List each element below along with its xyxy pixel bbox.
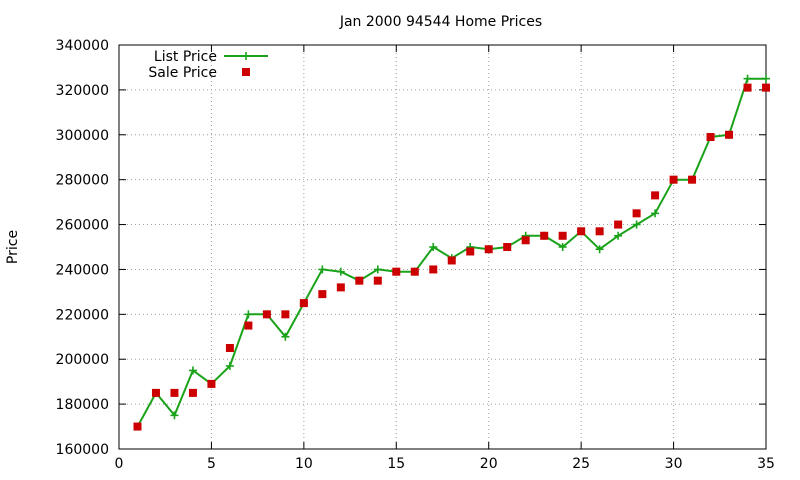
series-line-list-price: [136, 77, 766, 428]
x-tick-label: 0: [115, 456, 124, 472]
y-tick-label: 200000: [56, 352, 109, 368]
point-list-price: [595, 245, 604, 254]
point-sale-price: [706, 133, 715, 142]
point-sale-price: [207, 379, 216, 388]
point-sale-price: [188, 388, 197, 397]
point-sale-price: [466, 247, 475, 256]
point-sale-price: [262, 310, 271, 319]
y-tick-label: 160000: [56, 442, 109, 458]
point-list-price: [743, 74, 752, 83]
y-tick-label: 260000: [56, 218, 109, 234]
y-axis-label: Price: [5, 230, 21, 264]
x-tick-label: 25: [572, 456, 590, 472]
point-sale-price: [299, 299, 308, 308]
point-sale-price: [318, 290, 327, 299]
point-sale-price: [669, 175, 678, 184]
point-sale-price: [392, 267, 401, 276]
point-list-price: [373, 265, 382, 274]
point-sale-price: [410, 267, 419, 276]
point-sale-price: [632, 209, 641, 218]
point-sale-price: [577, 227, 586, 236]
point-sale-price: [651, 191, 660, 200]
point-sale-price: [281, 310, 290, 319]
y-tick-label: 300000: [56, 128, 109, 144]
x-tick-label: 5: [207, 456, 216, 472]
point-list-price: [188, 366, 197, 375]
y-tick-label: 240000: [56, 262, 109, 278]
axis-ticks: 0 5 10 15 20 25 30 35 160000 180000 200000 220000 24…: [56, 38, 775, 472]
x-tick-label: 35: [757, 456, 775, 472]
chart-title: Jan 2000 94544 Home Prices: [339, 14, 542, 30]
point-sale-price: [355, 276, 364, 285]
point-sale-price: [244, 321, 253, 330]
x-tick-label: 20: [480, 456, 498, 472]
legend-label-list-price: List Price: [154, 49, 217, 65]
x-tick-label: 30: [665, 456, 683, 472]
y-tick-label: 340000: [56, 38, 109, 54]
y-tick-label: 220000: [56, 307, 109, 323]
point-list-price: [651, 209, 660, 218]
point-list-price: [318, 265, 327, 274]
point-list-price: [762, 74, 770, 83]
point-sale-price: [133, 422, 142, 431]
y-tick-label: 320000: [56, 83, 109, 99]
point-sale-price: [743, 83, 752, 92]
point-list-price: [336, 267, 345, 276]
point-list-price: [632, 220, 641, 229]
point-sale-price: [725, 130, 734, 139]
point-list-price: [170, 411, 179, 420]
legend-marker-sale-price: [242, 68, 250, 76]
point-sale-price: [447, 256, 456, 265]
series-layer: [133, 74, 770, 431]
x-tick-label: 10: [295, 456, 313, 472]
legend: List Price Sale Price: [148, 49, 268, 81]
point-list-price: [244, 310, 253, 319]
point-list-price: [281, 332, 290, 341]
point-list-price: [558, 243, 567, 251]
point-list-price: [614, 231, 623, 240]
point-sale-price: [558, 231, 567, 240]
point-sale-price: [225, 344, 234, 352]
point-sale-price: [614, 220, 623, 229]
point-sale-price: [170, 388, 179, 397]
point-sale-price: [503, 243, 512, 251]
point-sale-price: [688, 175, 697, 184]
point-sale-price: [151, 388, 160, 397]
point-sale-price: [521, 236, 530, 245]
y-tick-label: 180000: [56, 397, 109, 413]
point-sale-price: [540, 231, 549, 240]
point-sale-price: [336, 283, 345, 292]
point-sale-price: [484, 245, 493, 254]
point-sale-price: [373, 276, 382, 285]
grid: [119, 45, 766, 449]
x-tick-label: 15: [387, 456, 405, 472]
y-tick-label: 280000: [56, 173, 109, 189]
point-sale-price: [595, 227, 604, 236]
plot-frame: [118, 44, 767, 450]
legend-label-sale-price: Sale Price: [148, 65, 217, 81]
point-list-price: [429, 243, 438, 251]
point-sale-price: [762, 83, 770, 92]
point-list-price: [225, 361, 234, 370]
point-sale-price: [429, 265, 438, 274]
legend-marker-list-price: [242, 52, 250, 60]
